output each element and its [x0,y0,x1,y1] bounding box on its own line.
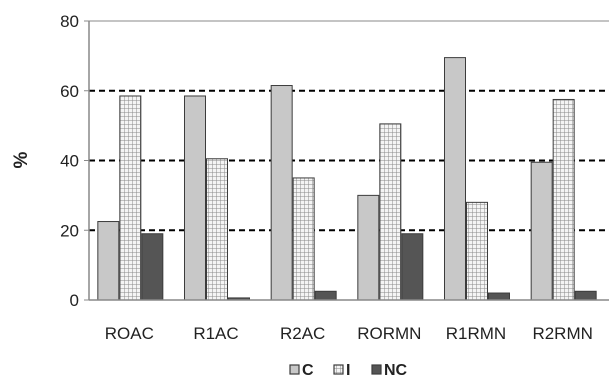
bar-I-R1AC [206,158,228,301]
bar-I-R2RMN [552,98,575,301]
bar-NC-R2AC [314,290,337,301]
bar-C-R2AC [270,85,293,301]
x-tick-label-R1RMN: R1RMN [446,324,506,343]
bar-C-R2RMN [530,161,553,301]
bar-I-ROAC [119,95,142,301]
x-tick-label-R1AC: R1AC [193,324,238,343]
legend: C I NC [289,362,408,379]
bar-C-R1RMN [444,57,466,301]
bar-C-ROAC [97,221,120,301]
x-tick-label-R2AC: R2AC [280,324,325,343]
legend-swatch-C [289,364,300,375]
bar-I-R1RMN [466,201,488,301]
y-tick-labels: 0 20 40 60 80 [60,12,89,310]
y-tick-label-60: 60 [60,82,79,101]
x-tick-label-ROAC: ROAC [105,324,154,343]
gridlines [89,89,609,232]
bar-NC-R1RMN [488,292,510,301]
bar-I-R2AC [292,177,315,301]
y-tick-label-80: 80 [60,12,79,31]
legend-label-NC: NC [384,362,408,379]
bar-I-RORMN [379,123,402,301]
x-tick-labels: ROAC R1AC R2AC RORMN R1RMN R2RMN [105,324,593,343]
legend-label-I: I [346,362,350,379]
bar-NC-R2RMN [574,290,597,301]
bar-NC-RORMN [401,233,424,301]
y-tick-label-0: 0 [70,291,79,310]
bar-NC-ROAC [141,233,164,301]
legend-swatch-I [333,364,344,375]
y-axis-label: % [11,151,32,168]
x-tick-label-RORMN: RORMN [357,324,421,343]
legend-swatch-NC [371,364,382,375]
bar-C-RORMN [357,194,380,301]
x-tick-label-R2RMN: R2RMN [532,324,592,343]
bars [97,57,597,301]
y-tick-label-40: 40 [60,152,79,171]
legend-label-C: C [302,362,314,379]
bar-C-R1AC [184,95,206,301]
y-tick-label-20: 20 [60,221,79,240]
